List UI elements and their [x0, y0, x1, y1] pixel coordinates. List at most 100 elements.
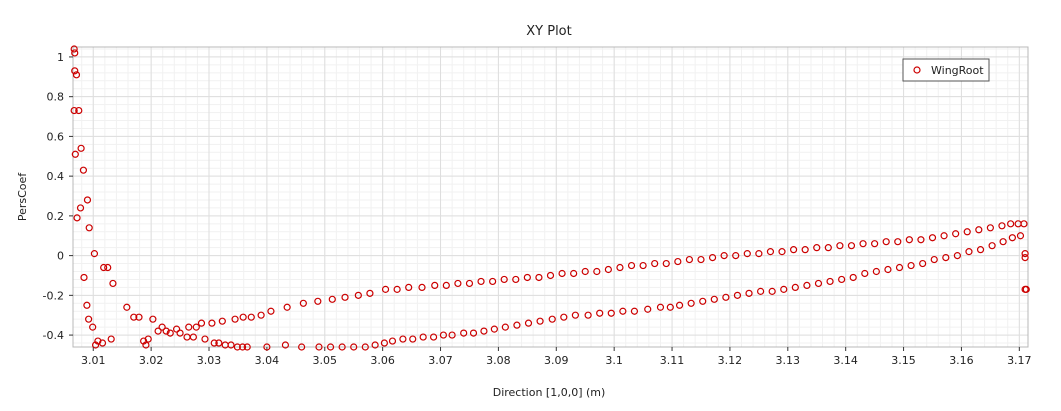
- data-point: [465, 279, 474, 288]
- data-point: [442, 281, 450, 290]
- x-tick-label: 3.16: [949, 354, 974, 367]
- data-point: [460, 329, 468, 337]
- data-point: [130, 313, 138, 321]
- y-tick-label: 0.6: [47, 130, 65, 143]
- data-point: [231, 315, 239, 323]
- data-point: [419, 333, 427, 341]
- x-tick-label: 3.1: [605, 354, 623, 367]
- data-point: [123, 303, 131, 311]
- data-point: [70, 106, 78, 115]
- data-point: [283, 303, 291, 311]
- legend-marker: [913, 66, 921, 74]
- y-axis-label: PersCoef: [16, 172, 29, 221]
- data-point: [162, 327, 170, 335]
- data-point: [536, 317, 544, 325]
- data-point: [418, 283, 426, 291]
- data-point: [208, 319, 216, 327]
- data-point: [431, 281, 439, 290]
- data-point: [71, 67, 79, 75]
- data-point: [584, 311, 592, 319]
- data-point: [104, 263, 112, 272]
- data-point: [189, 333, 197, 341]
- data-point: [791, 283, 799, 291]
- data-point: [535, 273, 543, 282]
- data-point: [801, 246, 809, 254]
- data-point: [197, 319, 206, 327]
- data-point: [76, 204, 85, 212]
- data-point: [83, 301, 91, 309]
- data-point: [560, 313, 568, 321]
- data-point: [341, 293, 349, 301]
- data-point: [1020, 220, 1028, 228]
- data-point: [409, 335, 417, 343]
- data-point: [350, 343, 358, 351]
- data-point: [699, 297, 707, 305]
- data-point: [861, 269, 869, 278]
- data-point: [558, 269, 566, 278]
- data-point: [144, 335, 152, 343]
- data-point: [755, 250, 763, 258]
- data-point: [501, 323, 509, 331]
- data-point: [596, 309, 604, 317]
- data-point: [917, 236, 925, 244]
- data-point: [732, 252, 740, 260]
- data-point: [512, 275, 520, 284]
- data-point: [895, 263, 904, 272]
- data-point: [930, 255, 938, 264]
- x-tick-label: 3.07: [428, 354, 453, 367]
- data-point: [882, 238, 890, 246]
- data-point: [656, 303, 665, 311]
- data-point: [789, 246, 798, 254]
- data-point: [756, 287, 765, 295]
- x-axis-label: Direction [1,0,0] (m): [493, 386, 606, 399]
- data-point: [720, 252, 728, 260]
- data-point: [847, 242, 856, 250]
- data-point: [803, 281, 811, 290]
- x-tick-label: 3.08: [486, 354, 511, 367]
- data-point: [98, 339, 107, 347]
- data-point: [651, 259, 659, 268]
- legend-box: [902, 58, 990, 82]
- data-point: [257, 311, 265, 319]
- data-point: [201, 335, 209, 343]
- data-point: [942, 253, 950, 262]
- data-point: [73, 214, 81, 222]
- x-tick-label: 3.04: [255, 354, 280, 367]
- data-point: [745, 289, 753, 297]
- data-point: [109, 279, 117, 288]
- data-point: [1021, 253, 1029, 262]
- data-point: [639, 261, 647, 270]
- x-tick-label: 3.14: [833, 354, 858, 367]
- data-point: [239, 313, 247, 321]
- data-point: [675, 301, 684, 309]
- data-point: [570, 269, 578, 278]
- data-point: [477, 277, 485, 286]
- x-tick-label: 3.15: [891, 354, 916, 367]
- data-point: [405, 283, 413, 291]
- data-point: [1021, 250, 1029, 258]
- data-point: [824, 244, 832, 252]
- data-point: [630, 307, 639, 315]
- data-point: [674, 257, 682, 266]
- data-point: [371, 341, 379, 349]
- data-point: [326, 343, 335, 351]
- data-point: [75, 106, 83, 115]
- data-point: [722, 293, 730, 301]
- data-point: [218, 317, 226, 325]
- data-point: [859, 240, 867, 248]
- data-point: [267, 307, 275, 315]
- data-point: [905, 236, 913, 244]
- y-tick-label: 0: [57, 250, 64, 263]
- x-tick-label: 3.12: [718, 354, 743, 367]
- data-point: [381, 285, 390, 293]
- data-point: [429, 333, 438, 341]
- data-point: [593, 267, 601, 276]
- data-point: [871, 240, 879, 248]
- data-point: [158, 323, 166, 331]
- chart-title: XY Plot: [526, 24, 571, 39]
- data-point: [393, 285, 401, 293]
- data-point: [826, 277, 834, 286]
- data-point: [953, 252, 961, 260]
- data-point: [135, 313, 143, 321]
